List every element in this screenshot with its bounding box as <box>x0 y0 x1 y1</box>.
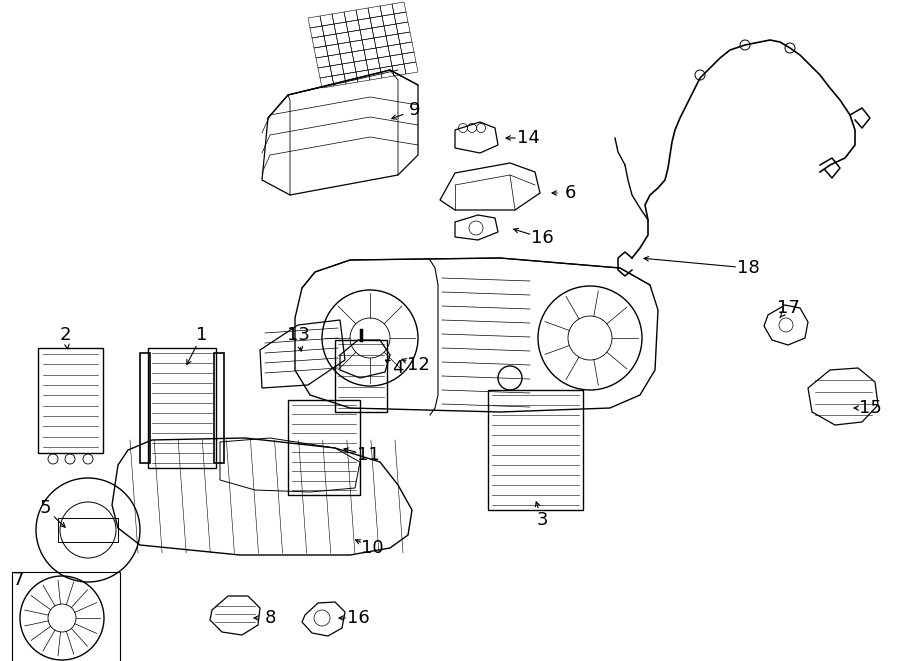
Text: 17: 17 <box>777 299 799 317</box>
Text: 3: 3 <box>536 511 548 529</box>
Text: 2: 2 <box>59 326 71 344</box>
Text: 8: 8 <box>265 609 275 627</box>
Bar <box>488 390 583 510</box>
Text: 1: 1 <box>196 326 208 344</box>
Bar <box>140 353 150 463</box>
Text: 10: 10 <box>361 539 383 557</box>
Text: 5: 5 <box>40 499 50 517</box>
Text: 18: 18 <box>736 259 760 277</box>
Bar <box>335 340 387 412</box>
Text: 6: 6 <box>564 184 576 202</box>
Bar <box>38 348 103 453</box>
Bar <box>148 348 216 468</box>
Text: 16: 16 <box>346 609 369 627</box>
Bar <box>214 353 224 463</box>
Text: 13: 13 <box>286 326 310 344</box>
Text: 16: 16 <box>531 229 554 247</box>
Text: 9: 9 <box>410 101 421 119</box>
Text: 11: 11 <box>356 446 380 464</box>
Text: 12: 12 <box>407 356 429 374</box>
Bar <box>12 572 120 661</box>
Text: 15: 15 <box>859 399 881 417</box>
Bar <box>58 518 118 542</box>
Bar <box>288 400 360 495</box>
Text: 4: 4 <box>392 359 404 377</box>
Text: 14: 14 <box>517 129 539 147</box>
Text: 7: 7 <box>13 571 23 589</box>
